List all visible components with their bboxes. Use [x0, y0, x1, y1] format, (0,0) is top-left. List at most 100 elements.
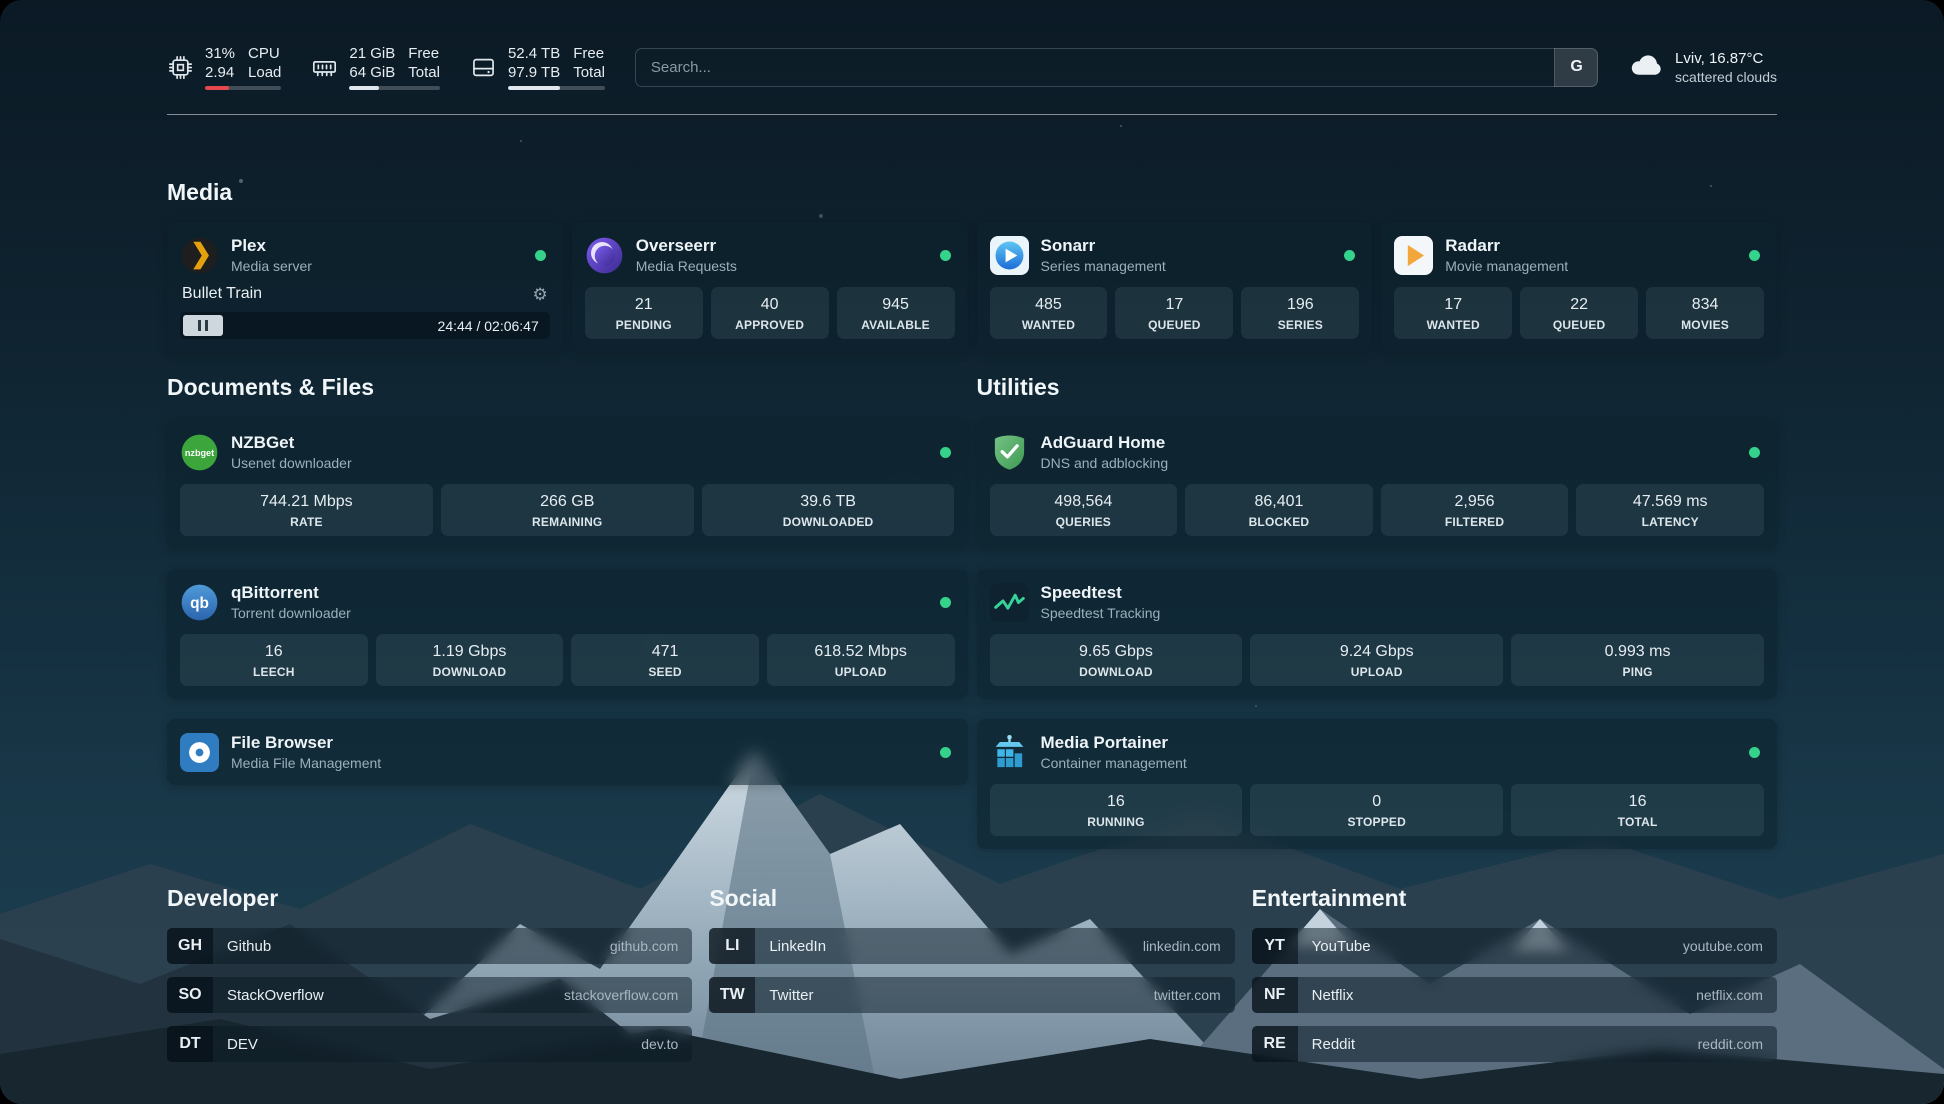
memory-label-2: Total	[408, 64, 440, 81]
memory-readout: 21 GiB 64 GiB Free Total	[349, 44, 440, 90]
bookmark-youtube[interactable]: YT YouTube youtube.com	[1251, 928, 1777, 964]
bookmark-twitter[interactable]: TW Twitter twitter.com	[709, 977, 1235, 1013]
service-subtitle: Torrent downloader	[231, 605, 351, 621]
service-card-plex[interactable]: Plex Media server Bullet Train ⚙ 24:44 /…	[167, 222, 563, 352]
search-provider-button[interactable]: G	[1554, 47, 1599, 87]
pause-button[interactable]	[183, 315, 223, 336]
plex-icon	[180, 236, 219, 275]
service-subtitle: Movie management	[1445, 258, 1569, 274]
stat-remaining: 266 GB REMAINING	[440, 484, 694, 536]
bookmark-linkedin[interactable]: LI LinkedIn linkedin.com	[709, 928, 1235, 964]
service-card-nzbget[interactable]: nzbget NZBGet Usenet downloader 744.21 M…	[167, 419, 968, 549]
service-name: Radarr	[1445, 236, 1501, 255]
disk-icon	[470, 54, 497, 81]
stat-seed: 471 SEED	[571, 634, 759, 686]
developer-links-column: Developer GH Github github.com SO StackO…	[167, 885, 693, 1075]
stat-wanted: 17 WANTED	[1394, 287, 1513, 339]
sonarr-icon	[989, 235, 1029, 275]
service-subtitle: Series management	[1040, 258, 1166, 274]
disk-free: 52.4 TB	[507, 45, 561, 62]
disk-usage-bar	[507, 86, 605, 90]
status-dot	[939, 446, 951, 458]
reddit-icon: RE	[1251, 1026, 1298, 1062]
stat-filtered: 2,956 FILTERED	[1380, 484, 1569, 536]
disk-readout: 52.4 TB 97.9 TB Free Total	[507, 44, 605, 90]
utilities-column: Utilities AdGuard Home DNS and	[976, 374, 1777, 849]
stat-queued: 22 QUEUED	[1520, 287, 1639, 339]
stat-wanted: 485 WANTED	[989, 287, 1108, 339]
service-subtitle: Media Requests	[635, 258, 737, 274]
memory-total: 64 GiB	[349, 64, 396, 81]
stat-ping: 0.993 ms PING	[1511, 634, 1764, 686]
playback-progress-bar[interactable]: 24:44 / 02:06:47	[180, 312, 550, 339]
service-name: Overseerr	[635, 236, 717, 255]
netflix-icon: NF	[1251, 977, 1298, 1013]
bookmark-netflix[interactable]: NF Netflix netflix.com	[1251, 977, 1777, 1013]
service-card-qbittorrent[interactable]: qb qBittorrent Torrent downloader 16 LEE…	[167, 569, 968, 699]
cpu-icon	[167, 54, 194, 81]
stat-movies: 834 MOVIES	[1646, 287, 1765, 339]
svg-text:nzbget: nzbget	[185, 447, 214, 457]
dashboard-content: 31% 2.94 CPU Load	[167, 0, 1777, 1075]
cpu-load: 2.94	[205, 64, 235, 81]
memory-usage-bar	[349, 86, 440, 90]
cpu-label-1: CPU	[248, 45, 280, 62]
header-divider	[167, 114, 1777, 115]
status-dot	[534, 249, 546, 261]
service-name: Plex	[231, 236, 266, 255]
stat-approved: 40 APPROVED	[710, 287, 829, 339]
svg-text:qb: qb	[190, 595, 209, 612]
service-card-sonarr[interactable]: Sonarr Series management 485 WANTED 17 Q…	[976, 222, 1373, 352]
filebrowser-icon	[180, 732, 219, 772]
service-card-overseerr[interactable]: Overseerr Media Requests 21 PENDING 40 A…	[571, 222, 968, 352]
adguard-icon	[990, 433, 1029, 472]
overseerr-icon	[585, 236, 624, 275]
service-subtitle: Container management	[1040, 755, 1187, 771]
service-name: AdGuard Home	[1040, 433, 1166, 452]
service-subtitle: Media server	[231, 258, 312, 274]
service-card-filebrowser[interactable]: File Browser Media File Management	[167, 719, 968, 785]
search-input[interactable]	[634, 47, 1599, 87]
weather-location: Lviv, 16.87°C	[1675, 49, 1764, 67]
stackoverflow-icon: SO	[167, 977, 213, 1013]
cloud-icon	[1628, 47, 1664, 88]
service-card-speedtest[interactable]: Speedtest Speedtest Tracking 9.65 Gbps D…	[976, 569, 1777, 699]
status-dot	[939, 596, 951, 608]
cpu-widget: 31% 2.94 CPU Load	[167, 44, 282, 90]
section-title-social: Social	[709, 885, 778, 911]
service-name: File Browser	[231, 733, 334, 752]
bookmark-stackoverflow[interactable]: SO StackOverflow stackoverflow.com	[167, 977, 693, 1013]
stat-upload: 618.52 Mbps UPLOAD	[766, 634, 955, 686]
bookmark-dev[interactable]: DT DEV dev.to	[167, 1026, 693, 1062]
dev-icon: DT	[167, 1026, 213, 1062]
speedtest-icon	[989, 582, 1029, 622]
section-title-entertainment: Entertainment	[1251, 885, 1407, 911]
memory-free: 21 GiB	[349, 45, 396, 62]
service-card-adguard[interactable]: AdGuard Home DNS and adblocking 498,564 …	[976, 419, 1777, 549]
disk-label-1: Free	[573, 45, 605, 62]
service-card-radarr[interactable]: Radarr Movie management 17 WANTED 22 QUE…	[1381, 222, 1777, 352]
status-dot	[939, 746, 951, 758]
section-title-developer: Developer	[167, 885, 279, 911]
section-title-media: Media	[167, 179, 233, 205]
stat-upload: 9.24 Gbps UPLOAD	[1250, 634, 1504, 686]
stat-series: 196 SERIES	[1241, 287, 1360, 339]
radarr-icon	[1394, 235, 1434, 275]
stat-leech: 16 LEECH	[180, 634, 368, 686]
cpu-label-2: Load	[248, 64, 282, 81]
social-links-column: Social LI LinkedIn linkedin.com TW Twitt…	[709, 885, 1235, 1075]
service-card-portainer[interactable]: Media Portainer Container management 16 …	[976, 719, 1777, 849]
stat-rate: 744.21 Mbps RATE	[180, 484, 433, 536]
status-dot	[939, 249, 951, 261]
gear-icon[interactable]: ⚙	[532, 284, 548, 304]
cpu-readout: 31% 2.94 CPU Load	[205, 44, 282, 90]
stat-downloaded: 39.6 TB DOWNLOADED	[701, 484, 955, 536]
bookmark-reddit[interactable]: RE Reddit reddit.com	[1251, 1026, 1777, 1062]
portainer-icon	[990, 733, 1029, 772]
disk-widget: 52.4 TB 97.9 TB Free Total	[470, 44, 605, 90]
nzbget-icon: nzbget	[180, 433, 219, 472]
memory-widget: 21 GiB 64 GiB Free Total	[311, 44, 440, 90]
bookmark-github[interactable]: GH Github github.com	[167, 928, 693, 964]
disk-label-2: Total	[573, 64, 605, 81]
